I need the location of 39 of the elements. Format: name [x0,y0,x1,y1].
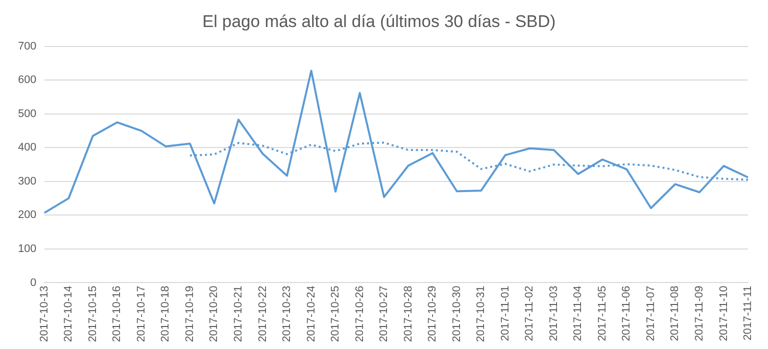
y-tick-label: 600 [18,74,36,86]
y-tick-label: 100 [18,243,36,255]
x-tick-label: 2017-11-07 [644,286,657,342]
x-tick-label: 2017-10-28 [402,286,414,342]
x-tick-label: 2017-11-11 [742,286,754,340]
y-tick-label: 400 [18,142,36,154]
x-tick-label: 2017-11-02 [524,286,536,342]
x-tick-label: 2017-10-19 [184,286,196,342]
x-tick-label: 2017-10-17 [135,286,148,342]
x-tick-label: 2017-10-29 [426,286,439,342]
y-tick-label: 500 [18,108,36,120]
x-tick-label: 2017-10-24 [305,286,318,342]
chart-title: El pago más alto al día (últimos 30 días - SBD) [202,12,556,31]
x-tick-label: 2017-10-20 [208,286,220,342]
x-tick-label: 2017-10-14 [62,286,75,342]
x-tick-label: 2017-11-06 [620,286,633,342]
x-tick-label: 2017-11-04 [572,286,584,342]
y-tick-label: 300 [18,175,36,188]
x-tick-label: 2017-10-23 [281,286,294,342]
x-tick-label: 2017-11-03 [548,286,560,342]
x-tick-label: 2017-10-31 [475,286,488,342]
x-tick-label: 2017-10-18 [160,286,172,342]
x-tick-label: 2017-10-13 [38,286,50,342]
x-tick-label: 2017-10-16 [111,286,124,342]
x-tick-label: 2017-10-21 [232,286,244,342]
x-tick-label: 2017-10-26 [354,286,366,342]
y-tick-label: 200 [18,209,36,222]
y-tick-label: 0 [30,276,36,289]
x-tick-label: 2017-10-30 [450,286,463,342]
x-tick-label: 2017-11-01 [499,286,512,342]
x-tick-label: 2017-11-10 [718,286,730,342]
x-tick-label: 2017-10-22 [256,286,269,342]
x-tick-label: 2017-10-27 [378,286,390,342]
x-tick-label: 2017-11-09 [694,286,706,342]
x-tick-label: 2017-10-15 [86,286,99,342]
x-tick-label: 2017-10-25 [330,286,342,342]
y-tick-label: 700 [18,40,36,52]
x-tick-label: 2017-11-05 [596,286,608,342]
x-tick-label: 2017-11-08 [669,286,682,342]
